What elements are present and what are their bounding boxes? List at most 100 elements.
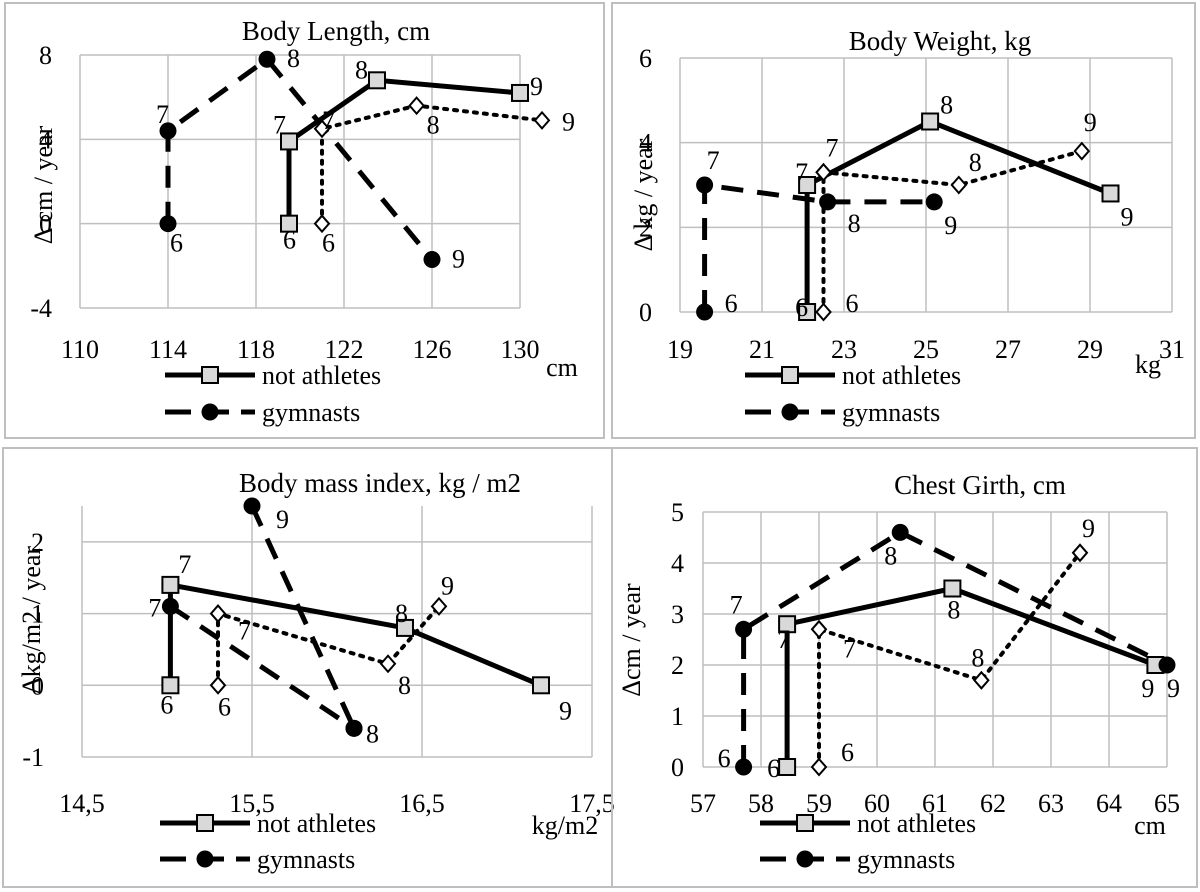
y-tick-label: 0: [671, 753, 684, 782]
series-line: [216, 604, 441, 688]
x-axis-label: cm: [1134, 811, 1166, 840]
data-point-marker: [810, 757, 828, 777]
series-line: [804, 119, 1112, 312]
data-point-marker: [161, 597, 179, 615]
data-point-marker: [1158, 656, 1176, 674]
data-point-label: 6: [160, 690, 173, 719]
y-tick-label: 4: [639, 129, 652, 158]
legend-label-gymnasts: gymnasts: [857, 845, 955, 874]
data-point-label: 8: [395, 599, 408, 628]
data-point-label: 8: [287, 44, 300, 73]
data-point-marker: [1071, 543, 1089, 563]
x-tick-label: 29: [1077, 335, 1103, 364]
y-tick-label: 3: [671, 600, 684, 629]
series-line: [165, 56, 434, 262]
x-tick-label: 62: [980, 789, 1006, 818]
data-point-label: 8: [427, 111, 440, 140]
data-point-label: 8: [971, 643, 984, 672]
x-tick-label: 60: [864, 789, 890, 818]
series-line: [169, 604, 356, 731]
series-line: [249, 504, 357, 730]
data-point-marker: [511, 83, 529, 102]
x-tick-label: 118: [237, 335, 275, 364]
data-point-label: 7: [238, 617, 251, 646]
data-point-label: 9: [1084, 108, 1097, 137]
legend-label-gymnasts: gymnasts: [842, 398, 940, 427]
x-axis-label: kg/m2: [532, 811, 598, 840]
data-point-marker: [430, 596, 448, 616]
x-tick-label: 23: [831, 335, 857, 364]
data-point-label: 6: [795, 293, 808, 322]
data-point-marker: [532, 676, 550, 695]
chart-title: Chest Girth, cm: [894, 470, 1066, 500]
legend-label-not-athletes: not athletes: [257, 809, 376, 838]
x-tick-label: 130: [501, 335, 540, 364]
data-point-marker: [950, 175, 968, 195]
y-axis-label: Δcm / year: [617, 583, 646, 697]
data-point-label: 6: [725, 289, 738, 318]
data-point-label: 7: [178, 550, 191, 579]
data-point-label: 9: [530, 72, 543, 101]
x-tick-label: 59: [806, 789, 832, 818]
data-point-marker: [1101, 184, 1120, 203]
x-tick-label: 31: [1159, 335, 1185, 364]
data-point-label: 6: [841, 738, 854, 767]
legend-marker-gymnasts: [201, 403, 219, 421]
series-line: [741, 529, 1169, 767]
data-point-marker: [243, 497, 261, 515]
x-tick-label: 65: [1154, 789, 1180, 818]
x-tick-label: 17,5: [569, 789, 615, 818]
y-tick-label: 4: [39, 125, 52, 154]
data-point-label: 6: [283, 226, 296, 255]
data-point-label: 9: [452, 245, 465, 274]
data-point-label: 8: [969, 148, 982, 177]
y-tick-label: 0: [31, 671, 44, 700]
data-point-label: 9: [1121, 202, 1134, 231]
legend-label-gymnasts: gymnasts: [262, 398, 360, 427]
y-axis-label: Δkg/m2 / year: [17, 546, 46, 694]
legend-label-not-athletes: not athletes: [842, 361, 961, 390]
legend-label-not-athletes: not athletes: [262, 361, 381, 390]
data-point-marker: [408, 96, 425, 116]
series-line: [821, 149, 1084, 314]
data-point-label: 8: [398, 671, 411, 700]
data-point-marker: [423, 251, 441, 269]
series-line: [167, 582, 542, 688]
data-point-label: 9: [559, 696, 572, 725]
series-line: [784, 586, 1157, 767]
x-tick-label: 64: [1096, 789, 1122, 818]
data-point-label: 8: [366, 719, 379, 748]
data-point-label: 6: [170, 229, 183, 258]
x-tick-label: 61: [922, 789, 948, 818]
data-point-label: 8: [884, 541, 897, 570]
x-tick-label: 21: [749, 335, 775, 364]
x-axis-label: kg: [1135, 350, 1161, 379]
data-point-label: 6: [846, 289, 859, 318]
data-point-label: 9: [562, 107, 575, 136]
series-line: [320, 103, 544, 226]
x-tick-label: 114: [149, 335, 187, 364]
data-point-marker: [280, 214, 298, 233]
y-tick-label: 2: [639, 213, 652, 242]
data-point-marker: [159, 215, 177, 233]
x-tick-label: 16,5: [399, 789, 445, 818]
data-point-marker: [810, 619, 828, 639]
data-point-marker: [345, 719, 363, 737]
data-point-marker: [368, 71, 386, 90]
y-tick-label: 6: [639, 44, 652, 73]
y-tick-label: 8: [39, 41, 52, 70]
data-point-marker: [209, 675, 227, 695]
y-axis-label: Δ cm / year: [29, 125, 58, 244]
data-point-label: 9: [1082, 514, 1095, 543]
data-point-label: 6: [767, 754, 780, 783]
data-point-label: 9: [1167, 674, 1180, 703]
data-point-marker: [735, 620, 753, 638]
data-point-marker: [815, 302, 832, 322]
data-point-marker: [313, 119, 331, 139]
data-point-marker: [815, 162, 832, 182]
data-point-marker: [925, 193, 943, 211]
data-point-label: 7: [795, 158, 808, 187]
x-tick-label: 25: [913, 335, 939, 364]
